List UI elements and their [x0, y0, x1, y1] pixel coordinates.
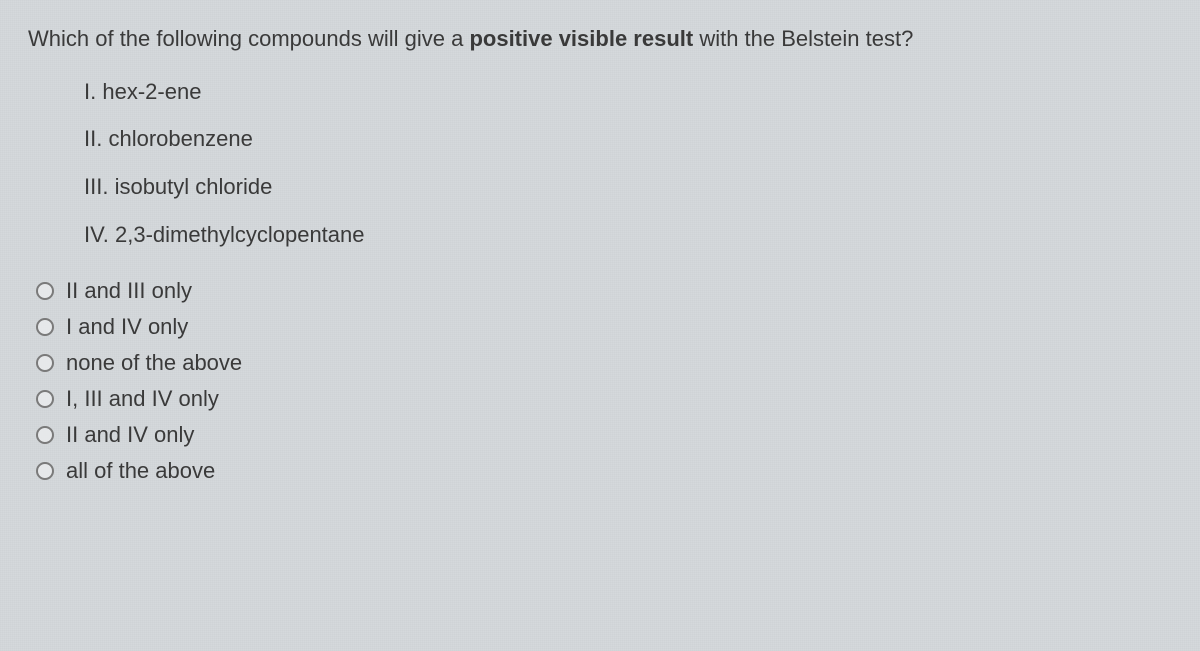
roman-numeral: III. — [84, 172, 108, 202]
roman-text: isobutyl chloride — [115, 174, 273, 199]
roman-numeral: II. — [84, 124, 102, 154]
roman-numeral: IV. — [84, 220, 109, 250]
roman-text: chlorobenzene — [108, 126, 252, 151]
answer-option[interactable]: II and IV only — [36, 422, 1172, 448]
answer-option[interactable]: I and IV only — [36, 314, 1172, 340]
answer-list: II and III only I and IV only none of th… — [36, 278, 1172, 484]
question-prefix: Which of the following compounds will gi… — [28, 26, 469, 51]
question-stem: Which of the following compounds will gi… — [28, 24, 1172, 55]
answer-label: I and IV only — [66, 314, 188, 340]
roman-list: I. hex-2-ene II. chlorobenzene III. isob… — [84, 77, 1172, 250]
answer-label: I, III and IV only — [66, 386, 219, 412]
question-suffix: with the Belstein test? — [693, 26, 913, 51]
radio-icon[interactable] — [36, 426, 54, 444]
answer-label: none of the above — [66, 350, 242, 376]
radio-icon[interactable] — [36, 354, 54, 372]
answer-option[interactable]: none of the above — [36, 350, 1172, 376]
roman-text: hex-2-ene — [102, 79, 201, 104]
roman-numeral: I. — [84, 77, 96, 107]
answer-option[interactable]: all of the above — [36, 458, 1172, 484]
question-emphasis: positive visible result — [469, 26, 693, 51]
answer-label: all of the above — [66, 458, 215, 484]
answer-label: II and IV only — [66, 422, 194, 448]
radio-icon[interactable] — [36, 390, 54, 408]
answer-option[interactable]: I, III and IV only — [36, 386, 1172, 412]
radio-icon[interactable] — [36, 462, 54, 480]
roman-item: II. chlorobenzene — [84, 124, 1172, 154]
answer-label: II and III only — [66, 278, 192, 304]
answer-option[interactable]: II and III only — [36, 278, 1172, 304]
roman-item: III. isobutyl chloride — [84, 172, 1172, 202]
roman-text: 2,3-dimethylcyclopentane — [115, 222, 364, 247]
radio-icon[interactable] — [36, 282, 54, 300]
roman-item: I. hex-2-ene — [84, 77, 1172, 107]
radio-icon[interactable] — [36, 318, 54, 336]
roman-item: IV. 2,3-dimethylcyclopentane — [84, 220, 1172, 250]
